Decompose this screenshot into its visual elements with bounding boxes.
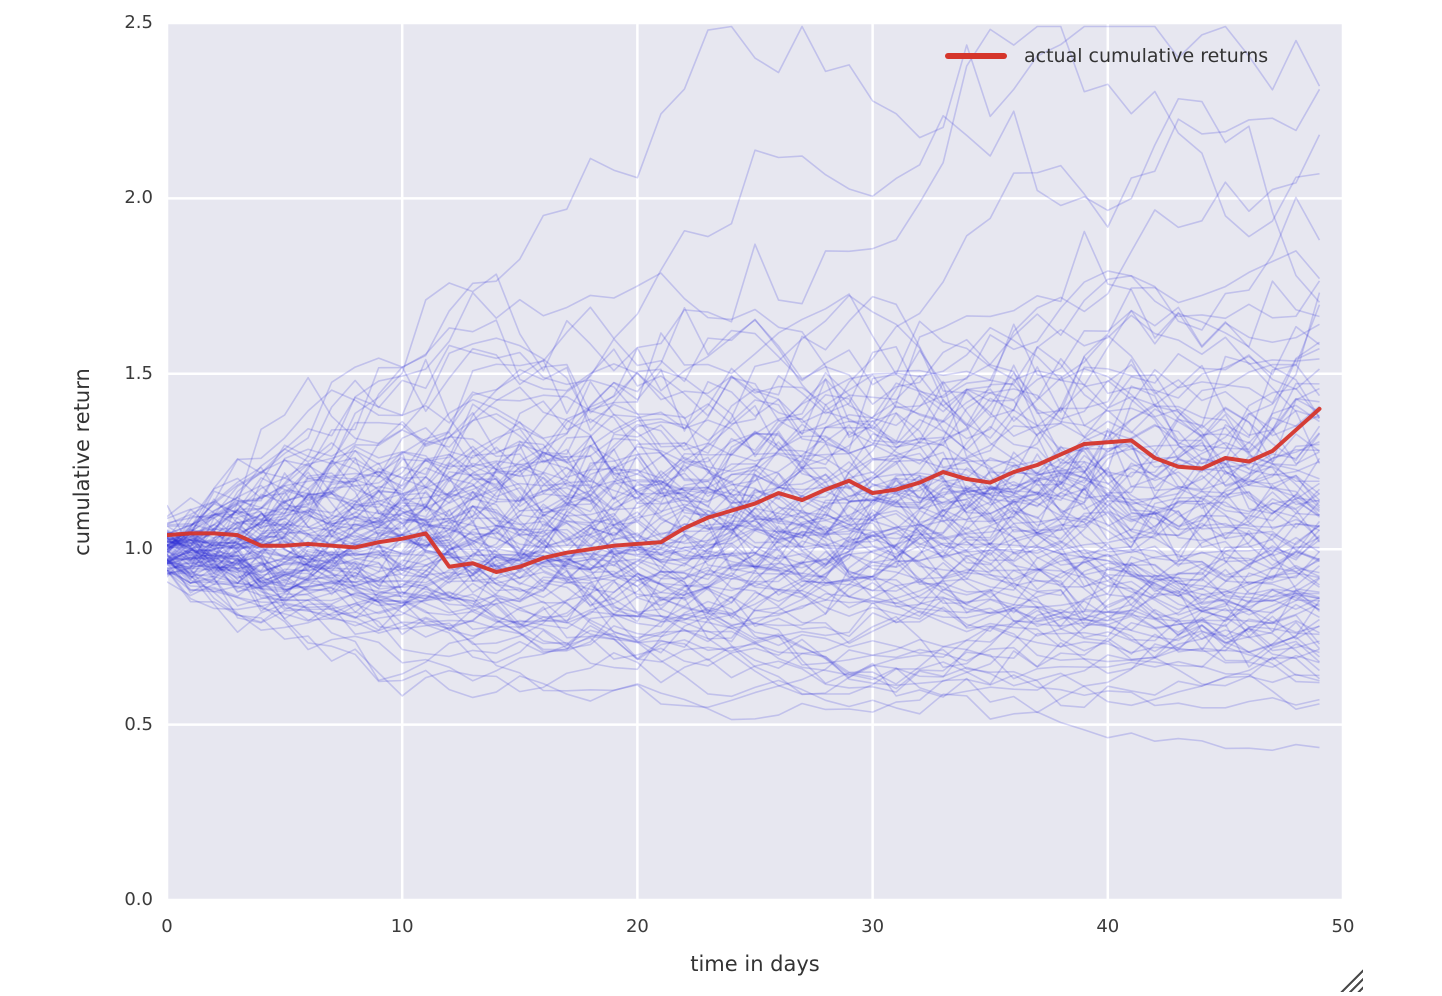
y-tick-label: 0.0	[124, 889, 153, 910]
y-tick-label: 1.0	[124, 538, 153, 560]
legend-label: actual cumulative returns	[1024, 45, 1269, 67]
chart-canvas	[167, 23, 1343, 900]
resize-grip-icon[interactable]	[1340, 967, 1363, 992]
x-tick-label: 0	[161, 916, 173, 937]
x-tick-label: 10	[390, 916, 414, 937]
y-axis-label: cumulative return	[70, 368, 94, 556]
plot-area	[167, 23, 1343, 900]
x-tick-label: 40	[1096, 916, 1120, 937]
legend-line-swatch	[945, 53, 1007, 59]
y-tick-label: 2.0	[124, 187, 153, 209]
x-axis-label: time in days	[690, 952, 820, 976]
y-tick-label: 0.5	[124, 713, 153, 735]
x-tick-label: 20	[625, 916, 649, 937]
x-tick-label: 50	[1331, 916, 1355, 937]
y-tick-label: 2.5	[124, 12, 153, 33]
y-tick-label: 1.5	[124, 362, 153, 384]
x-tick-label: 30	[861, 916, 885, 937]
legend: actual cumulative returns	[945, 44, 1268, 68]
